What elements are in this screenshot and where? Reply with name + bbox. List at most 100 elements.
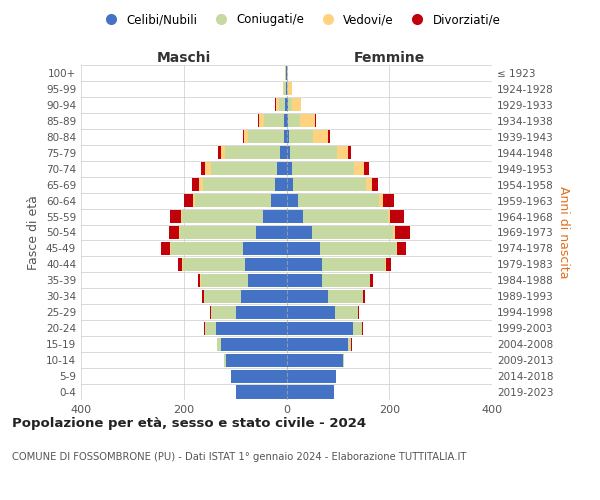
Bar — [388, 210, 390, 223]
Bar — [287, 146, 290, 160]
Bar — [275, 178, 287, 191]
Bar — [283, 82, 284, 96]
Bar — [224, 354, 226, 366]
Bar — [379, 194, 383, 207]
Bar — [218, 146, 221, 160]
Bar — [287, 98, 292, 112]
Bar — [287, 130, 289, 143]
Bar — [198, 274, 200, 287]
Text: Femmine: Femmine — [353, 51, 425, 65]
Bar — [287, 210, 303, 223]
Bar — [211, 162, 277, 175]
Bar — [280, 98, 286, 112]
Bar — [244, 130, 248, 143]
Bar — [201, 162, 205, 175]
Bar — [287, 290, 328, 303]
Bar — [287, 194, 298, 207]
Bar — [184, 194, 193, 207]
Bar — [287, 226, 312, 239]
Bar — [276, 98, 280, 112]
Bar — [287, 322, 353, 335]
Bar — [337, 146, 348, 160]
Bar — [205, 290, 241, 303]
Bar — [221, 338, 287, 350]
Bar — [370, 274, 373, 287]
Bar — [298, 194, 379, 207]
Bar — [383, 194, 394, 207]
Bar — [225, 146, 280, 160]
Bar — [303, 210, 388, 223]
Bar — [170, 242, 171, 255]
Bar — [287, 306, 335, 319]
Bar — [287, 242, 320, 255]
Bar — [182, 210, 263, 223]
Bar — [353, 322, 362, 335]
Bar — [358, 306, 359, 319]
Bar — [292, 98, 301, 112]
Bar — [192, 178, 199, 191]
Bar — [215, 322, 287, 335]
Bar — [248, 274, 287, 287]
Bar — [287, 178, 293, 191]
Bar — [362, 290, 365, 303]
Bar — [284, 82, 286, 96]
Bar — [287, 162, 292, 175]
Bar — [372, 178, 379, 191]
Bar — [287, 338, 348, 350]
Bar — [348, 146, 351, 160]
Bar — [221, 146, 225, 160]
Bar — [289, 130, 313, 143]
Bar — [201, 274, 248, 287]
Bar — [287, 386, 334, 398]
Bar — [328, 130, 329, 143]
Bar — [277, 162, 287, 175]
Bar — [241, 290, 287, 303]
Bar — [245, 258, 287, 271]
Y-axis label: Anni di nascita: Anni di nascita — [557, 186, 570, 279]
Bar — [287, 258, 322, 271]
Bar — [171, 242, 243, 255]
Bar — [395, 226, 410, 239]
Bar — [284, 130, 287, 143]
Y-axis label: Fasce di età: Fasce di età — [28, 195, 40, 270]
Bar — [236, 306, 287, 319]
Bar — [322, 258, 385, 271]
Bar — [397, 242, 406, 255]
Bar — [280, 146, 287, 160]
Bar — [199, 178, 203, 191]
Bar — [170, 210, 181, 223]
Bar — [385, 258, 386, 271]
Bar — [322, 274, 370, 287]
Bar — [364, 162, 369, 175]
Bar — [386, 258, 391, 271]
Bar — [243, 242, 287, 255]
Bar — [211, 306, 236, 319]
Bar — [178, 258, 182, 271]
Bar — [226, 354, 287, 366]
Bar — [217, 338, 221, 350]
Bar — [335, 306, 358, 319]
Bar — [315, 114, 316, 128]
Bar — [248, 130, 284, 143]
Bar — [396, 242, 397, 255]
Bar — [312, 226, 394, 239]
Text: Popolazione per età, sesso e stato civile - 2024: Popolazione per età, sesso e stato civil… — [12, 418, 366, 430]
Bar — [183, 258, 245, 271]
Bar — [343, 354, 344, 366]
Bar — [205, 322, 215, 335]
Bar — [256, 226, 287, 239]
Bar — [195, 194, 271, 207]
Bar — [287, 82, 288, 96]
Bar — [193, 194, 195, 207]
Bar — [320, 242, 396, 255]
Bar — [355, 162, 364, 175]
Bar — [313, 130, 328, 143]
Text: Maschi: Maschi — [157, 51, 211, 65]
Bar — [301, 114, 315, 128]
Text: COMUNE DI FOSSOMBRONE (PU) - Dati ISTAT 1° gennaio 2024 - Elaborazione TUTTITALI: COMUNE DI FOSSOMBRONE (PU) - Dati ISTAT … — [12, 452, 466, 462]
Bar — [292, 162, 355, 175]
Bar — [263, 210, 287, 223]
Bar — [203, 178, 275, 191]
Bar — [293, 178, 365, 191]
Bar — [390, 210, 404, 223]
